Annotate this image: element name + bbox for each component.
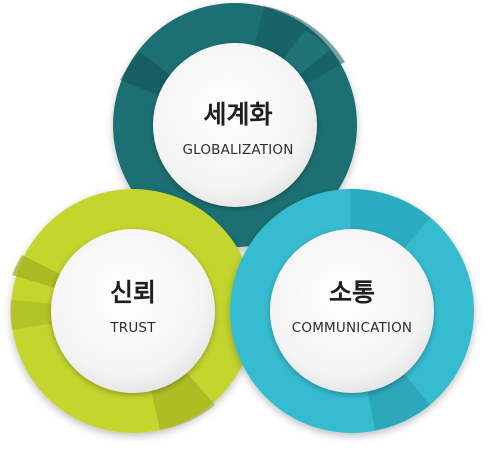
communication-subtitle: COMMUNICATION (291, 320, 413, 336)
communication-title: 소통 (328, 278, 375, 307)
communication-ring (230, 188, 474, 433)
globalization-title: 세계화 (203, 100, 273, 129)
trust-subtitle: TRUST (110, 320, 156, 336)
communication-inner-circle (270, 229, 434, 393)
globalization-inner-circle (153, 43, 317, 207)
globalization-ring (113, 3, 357, 247)
communication-label: 소통 COMMUNICATION (262, 278, 442, 338)
globalization-subtitle: GLOBALIZATION (182, 142, 294, 158)
trust-label: 신뢰 TRUST (43, 278, 223, 338)
trust-ring (10, 189, 255, 433)
globalization-label: 세계화 GLOBALIZATION (148, 100, 328, 160)
trust-title: 신뢰 (109, 278, 156, 307)
trust-inner-circle (51, 229, 215, 393)
